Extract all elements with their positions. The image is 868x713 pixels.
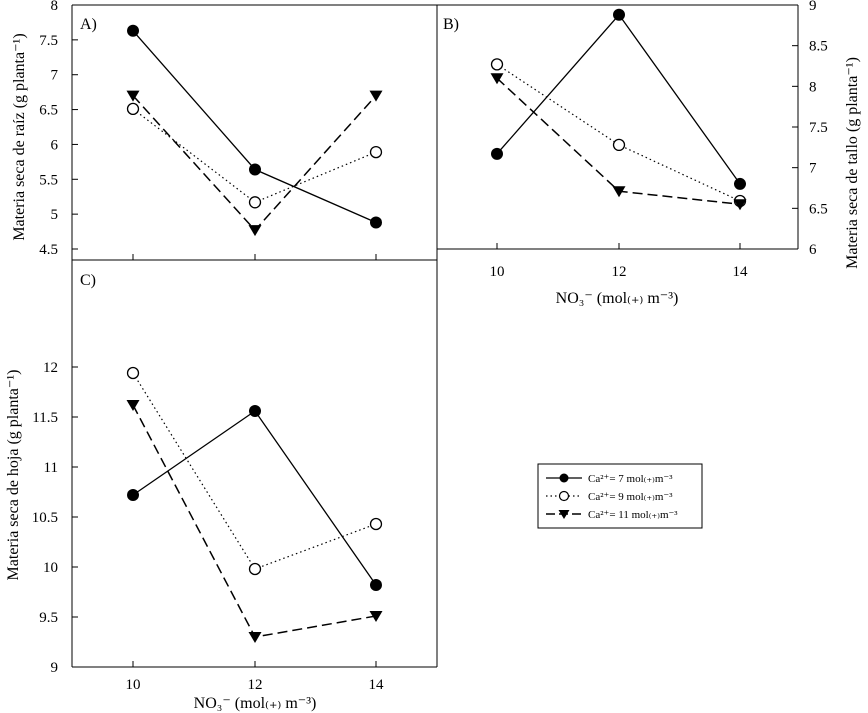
panel-c-ylabel: Materia seca de hoja (g planta⁻¹) <box>5 370 22 581</box>
panel-c: 9 9.5 10 10.5 11 11.5 12 10 12 14 C) Materia sec… <box>5 259 438 712</box>
panel-c-series-2-point <box>369 517 383 531</box>
panel-c-ytick-label: 10 <box>43 560 58 576</box>
panel-c-ytick-label: 11.5 <box>32 410 58 426</box>
panel-a-ytick-label: 6.5 <box>39 103 58 119</box>
legend-marker-series-1 <box>559 473 569 483</box>
panel-c-series-1-point <box>127 489 139 501</box>
legend-marker-series-2 <box>558 490 570 502</box>
panel-b-series-1-point <box>613 8 625 21</box>
panel-a-series-3-point <box>369 90 383 102</box>
panel-a-label: A) <box>80 16 97 33</box>
panel-b-xtick-label: 12 <box>612 264 627 280</box>
panel-c-series-2-point <box>248 562 262 576</box>
panel-a-series-2-line <box>132 108 377 203</box>
panel-b-ytick-label: 8.5 <box>809 39 828 55</box>
panel-b-series-2-point <box>490 58 504 71</box>
panel-b: 6 6.5 7 7.5 8 8.5 9 10 12 14 B) Materia seca de … <box>437 0 861 307</box>
panel-b-ytick-label: 7.5 <box>809 120 828 136</box>
panel-c-series-3-point <box>369 611 383 622</box>
legend-label-series-2: Ca²⁺= 9 mol₍₊₎m⁻³ <box>588 491 673 503</box>
panel-b-ytick-label: 6.5 <box>809 201 828 217</box>
panel-c-series-3-point <box>248 632 262 643</box>
panel-b-xlabel: NO₃⁻ (mol₍₊₎ m⁻³) <box>556 290 679 307</box>
panel-b-series-1-point <box>491 147 503 160</box>
panel-c-series-1-point <box>249 405 261 417</box>
panel-b-xtick-label: 10 <box>490 264 505 280</box>
panel-a-series-1-point <box>370 216 382 229</box>
panel-c-xtick-label: 14 <box>369 677 385 693</box>
panel-a-series-3-point <box>126 90 140 102</box>
panel-a-ytick-label: 7.5 <box>39 33 58 49</box>
panel-b-series-3-point <box>612 186 626 198</box>
panel-c-ytick-label: 9 <box>51 660 59 676</box>
panel-a-series-1-point <box>249 163 261 176</box>
panel-b-label: B) <box>443 16 459 33</box>
panel-a-series-1-point <box>127 24 139 37</box>
panel-a-series-2-point <box>248 196 262 209</box>
panel-b-ylabel: Materia seca de tallo (g planta⁻¹) <box>844 57 861 269</box>
panel-b-ytick-label: 7 <box>809 161 817 177</box>
panel-a-series-1-line <box>132 30 377 224</box>
legend-marker-series-3 <box>558 510 570 519</box>
panel-c-ytick-label: 9.5 <box>39 610 58 626</box>
panel-b-ytick-label: 8 <box>809 79 817 95</box>
panel-a-series-2-point <box>126 102 140 116</box>
panel-b-series-3-point <box>490 73 504 85</box>
legend: Ca²⁺= 7 mol₍₊₎m⁻³ Ca²⁺= 9 mol₍₊₎m⁻³ Ca²⁺… <box>537 463 703 529</box>
panel-c-ytick-label: 11 <box>44 460 58 476</box>
panel-c-series-3-point <box>126 400 140 411</box>
panel-a-series-2-point <box>369 145 383 159</box>
panel-a-series-3-line <box>132 95 377 232</box>
panel-b-xtick-label: 14 <box>733 264 749 280</box>
panel-b-series-1-point <box>734 177 746 190</box>
panel-c-series-1-point <box>370 579 382 591</box>
panel-b-ytick-label: 6 <box>809 242 817 258</box>
panel-c-series-1-line <box>132 410 377 586</box>
panel-a-ytick-label: 6 <box>51 137 59 153</box>
panel-a-ytick-label: 4.5 <box>39 242 58 258</box>
legend-label-series-1: Ca²⁺= 7 mol₍₊₎m⁻³ <box>588 473 673 485</box>
panel-b-ytick-label: 9 <box>809 0 817 14</box>
panel-a-ylabel: Materia seca de raíz (g planta⁻¹) <box>11 33 28 240</box>
panel-b-series-2-line <box>496 63 741 202</box>
panel-a-ytick-label: 5.5 <box>39 172 58 188</box>
panel-a: 4.5 5 5.5 6 6.5 7 7.5 8 A) Materia seca de raíz… <box>11 0 438 260</box>
legend-label-series-3: Ca²⁺= 11 mol₍₊₎m⁻³ <box>588 509 678 521</box>
panel-c-ytick-label: 12 <box>43 360 58 376</box>
panel-c-series-2-point <box>126 366 140 380</box>
panel-a-ytick-label: 8 <box>51 0 59 14</box>
panel-a-ytick-label: 7 <box>51 68 59 84</box>
panel-c-series-2-line <box>132 372 377 570</box>
panel-a-ytick-label: 5 <box>51 207 59 223</box>
panel-b-series-3-point <box>733 199 747 211</box>
panel-b-series-2-point <box>612 138 626 152</box>
panel-c-series-3-line <box>132 404 377 638</box>
panel-c-xtick-label: 12 <box>248 677 263 693</box>
panel-c-label: C) <box>80 272 96 289</box>
panel-c-xtick-label: 10 <box>126 677 141 693</box>
panel-c-ytick-label: 10.5 <box>32 510 58 526</box>
panel-b-series-1-line <box>496 13 741 185</box>
panel-c-xlabel: NO₃⁻ (mol₍₊₎ m⁻³) <box>194 695 317 712</box>
panel-a-series-3-point <box>248 225 262 237</box>
